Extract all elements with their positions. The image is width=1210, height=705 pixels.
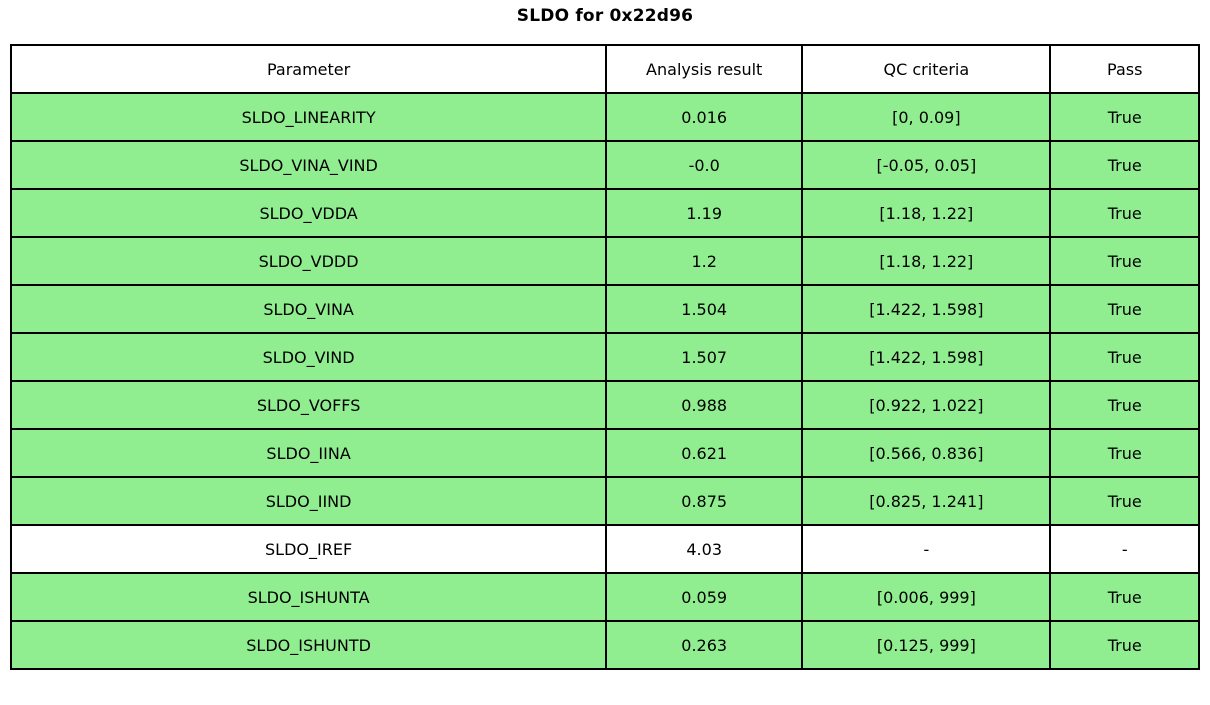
- result-cell: 1.2: [605, 236, 804, 286]
- result-cell: 0.263: [605, 620, 804, 670]
- param-cell: SLDO_IINA: [9, 428, 608, 478]
- table-row: SLDO_IREF 4.03- -: [9, 524, 1200, 574]
- table-row: SLDO_VOFFS 0.988 [0.922, 1.022] True: [9, 380, 1200, 430]
- criteria-cell: [0, 0.09]: [801, 92, 1052, 142]
- page-title: SLDO for 0x22d96: [516, 6, 694, 26]
- table-row: SLDO_LINEARITY 0.016 [0, 0.09] True: [9, 92, 1200, 142]
- result-cell: 4.03: [605, 524, 804, 574]
- criteria-cell: [1.18, 1.22]: [801, 236, 1052, 286]
- result-cell: -0.0: [605, 140, 804, 190]
- param-cell: SLDO_ISHUNTD: [9, 620, 608, 670]
- table-row: SLDO_VINA_VIND -0.0 [-0.05, 0.05] True: [9, 140, 1200, 190]
- result-cell: 1.504: [605, 284, 804, 334]
- result-cell: 0.621: [605, 428, 804, 478]
- table-row: SLDO_ISHUNTA 0.059 [0.006, 999] True: [9, 572, 1200, 622]
- param-cell: SLDO_VIND: [9, 332, 608, 382]
- criteria-cell: [0.006, 999]: [801, 572, 1052, 622]
- pass-cell: True: [1049, 428, 1200, 478]
- criteria-cell: [0.825, 1.241]: [801, 476, 1052, 526]
- table-row: SLDO_IINA 0.621 [0.566, 0.836] True: [9, 428, 1200, 478]
- criteria-cell: [1.18, 1.22]: [801, 188, 1052, 238]
- criteria-cell: -: [801, 524, 1052, 574]
- result-cell: 0.875: [605, 476, 804, 526]
- pass-cell: True: [1049, 284, 1200, 334]
- criteria-cell: [0.125, 999]: [801, 620, 1052, 670]
- result-cell: 1.507: [605, 332, 804, 382]
- pass-cell: True: [1049, 620, 1200, 670]
- pass-cell: True: [1049, 236, 1200, 286]
- criteria-cell: [0.566, 0.836]: [801, 428, 1052, 478]
- table-body: SLDO_LINEARITY 0.016 [0, 0.09] True SLDO_VIN…: [9, 92, 1200, 670]
- param-cell: SLDO_VDDA: [9, 188, 608, 238]
- result-cell: 1.19: [605, 188, 804, 238]
- result-cell: 0.059: [605, 572, 804, 622]
- table-row: SLDO_VIND 1.507 [1.422, 1.598] True: [9, 332, 1200, 382]
- criteria-cell: [1.422, 1.598]: [801, 284, 1052, 334]
- pass-cell: True: [1049, 572, 1200, 622]
- header-row: Parameter Analysis result QC criteria Pa…: [9, 44, 1200, 94]
- param-cell: SLDO_IREF: [9, 524, 608, 574]
- pass-cell: -: [1049, 524, 1200, 574]
- param-cell: SLDO_VOFFS: [9, 380, 608, 430]
- column-header-qc-criteria: QC criteria: [801, 44, 1052, 94]
- table-row: SLDO_IIND 0.875 [0.825, 1.241] True: [9, 476, 1200, 526]
- param-cell: SLDO_ISHUNTA: [9, 572, 608, 622]
- pass-cell: True: [1049, 380, 1200, 430]
- pass-cell: True: [1049, 476, 1200, 526]
- table-row: SLDO_ISHUNTD 0.263 [0.125, 999] True: [9, 620, 1200, 670]
- column-header-pass: Pass: [1049, 44, 1200, 94]
- criteria-cell: [0.922, 1.022]: [801, 380, 1052, 430]
- pass-cell: True: [1049, 332, 1200, 382]
- column-header-analysis-result: Analysis result: [605, 44, 804, 94]
- table-row: SLDO_VDDD 1.2 [1.18, 1.22] True: [9, 236, 1200, 286]
- table-row: SLDO_VINA 1.504 [1.422, 1.598] True: [9, 284, 1200, 334]
- table-row: SLDO_VDDA 1.19 [1.18, 1.22] True: [9, 188, 1200, 238]
- column-header-parameter: Parameter: [9, 44, 608, 94]
- pass-cell: True: [1049, 92, 1200, 142]
- criteria-cell: [-0.05, 0.05]: [801, 140, 1052, 190]
- criteria-cell: [1.422, 1.598]: [801, 332, 1052, 382]
- param-cell: SLDO_IIND: [9, 476, 608, 526]
- result-cell: 0.988: [605, 380, 804, 430]
- param-cell: SLDO_VINA: [9, 284, 608, 334]
- param-cell: SLDO_VINA_VIND: [9, 140, 608, 190]
- pass-cell: True: [1049, 140, 1200, 190]
- pass-cell: True: [1049, 188, 1200, 238]
- param-cell: SLDO_VDDD: [9, 236, 608, 286]
- param-cell: SLDO_LINEARITY: [9, 92, 608, 142]
- result-cell: 0.016: [605, 92, 804, 142]
- qc-results-table: Parameter Analysis result QC criteria Pa…: [9, 44, 1200, 670]
